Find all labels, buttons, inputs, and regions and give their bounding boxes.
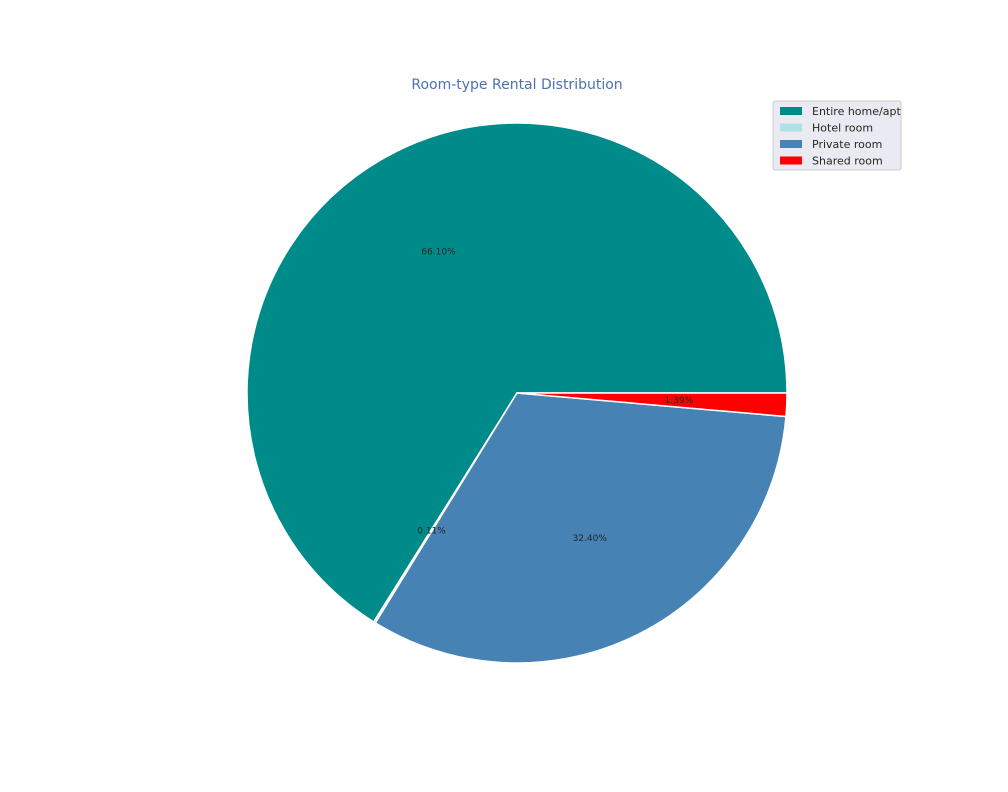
- slice-percent-label: 66.10%: [421, 247, 456, 257]
- legend-label: Hotel room: [812, 122, 873, 135]
- legend-label: Entire home/apt: [812, 105, 901, 118]
- legend-label: Shared room: [812, 155, 883, 168]
- pie-slice-private-room: [374, 392, 787, 664]
- pie-slice-labels: 66.10% 0.11% 32.40% 1.39%: [417, 247, 693, 543]
- pie-slice-shared-room: [516, 392, 788, 418]
- pie-slices: [246, 122, 788, 664]
- legend-swatch: [780, 107, 802, 115]
- slice-percent-label: 32.40%: [573, 534, 608, 544]
- legend-box: [772, 100, 902, 171]
- legend-swatch: [780, 156, 802, 165]
- legend: Entire home/apt Hotel room Private room Sha…: [772, 100, 902, 171]
- legend-swatch: [780, 123, 802, 132]
- legend-swatch: [780, 140, 802, 148]
- legend-label: Private room: [812, 138, 882, 151]
- slice-percent-label: 0.11%: [417, 527, 446, 537]
- slice-percent-label: 1.39%: [665, 396, 694, 406]
- pie-slice-entire-home-apt: [246, 122, 788, 623]
- chart-title: Room-type Rental Distribution: [411, 77, 622, 93]
